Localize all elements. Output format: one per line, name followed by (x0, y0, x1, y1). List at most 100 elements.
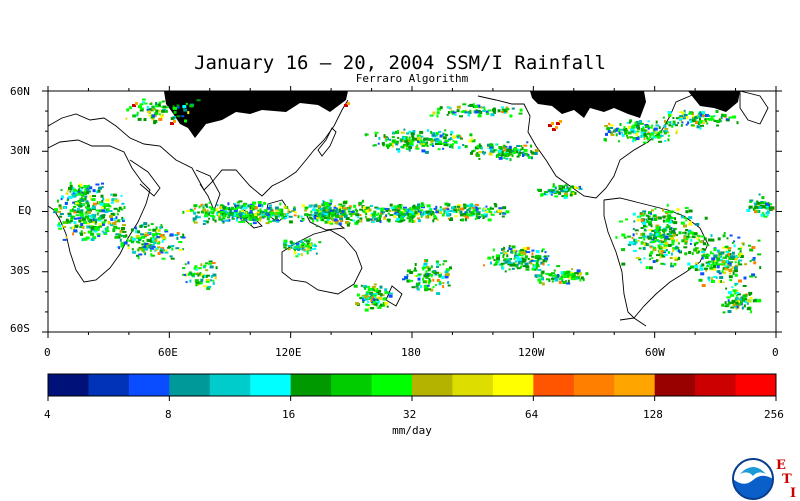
rain-pixel (566, 185, 569, 189)
rain-pixel (552, 128, 556, 131)
rain-pixel (738, 263, 743, 266)
rain-pixel (701, 284, 706, 287)
rain-pixel (427, 268, 431, 272)
rain-pixel (208, 260, 213, 263)
rain-pixel (626, 134, 628, 137)
rain-pixel (748, 244, 751, 247)
rain-pixel (494, 262, 498, 266)
rain-pixel (137, 237, 142, 241)
rain-pixel (436, 262, 439, 266)
rain-pixel (531, 267, 535, 271)
rain-pixel (423, 137, 428, 141)
rain-pixel (365, 206, 370, 209)
rain-pixel (725, 287, 728, 290)
rain-pixel (377, 293, 380, 295)
rain-pixel (326, 217, 331, 220)
rain-pixel (414, 275, 417, 277)
rain-pixel (358, 201, 363, 205)
colorbar-tick-128: 128 (643, 408, 663, 421)
rain-pixel (684, 241, 688, 245)
rain-pixel (548, 278, 551, 282)
rain-pixel (433, 216, 437, 219)
rain-pixel (490, 113, 495, 117)
rain-pixel (80, 218, 84, 222)
rain-pixel (81, 217, 86, 221)
rain-pixel (459, 207, 464, 211)
rain-pixel (414, 263, 417, 266)
coastline-new-zealand (385, 285, 403, 307)
rain-pixel (678, 249, 680, 253)
rain-pixel (144, 245, 148, 249)
rain-pixel (672, 117, 675, 119)
rain-pixel (712, 275, 717, 278)
rain-pixel (494, 204, 498, 208)
rain-pixel (89, 186, 93, 190)
rain-pixel (411, 219, 415, 223)
rain-pixel (535, 261, 539, 265)
rain-pixel (634, 238, 637, 242)
rain-pixel (78, 190, 83, 194)
rain-pixel (196, 216, 201, 219)
rain-pixel (374, 287, 377, 290)
rain-pixel (428, 279, 432, 283)
rain-pixel (463, 205, 467, 208)
rain-pixel (171, 247, 174, 251)
rain-pixel (563, 274, 568, 278)
rain-pixel (367, 300, 370, 303)
rain-pixel (93, 229, 98, 233)
rain-pixel (417, 137, 422, 141)
colorbar-swatch (48, 374, 89, 396)
rain-pixel (705, 118, 709, 120)
rain-pixel (477, 216, 481, 220)
rain-pixel (293, 211, 297, 214)
rain-pixel (726, 237, 729, 240)
rain-pixel (466, 205, 469, 207)
rain-pixel (269, 215, 272, 218)
rain-pixel (308, 246, 312, 249)
rain-pixel (648, 126, 653, 129)
rain-pixel (555, 126, 558, 129)
rain-pixel (636, 130, 640, 133)
rain-pixel (493, 149, 496, 152)
rain-pixel (143, 118, 147, 121)
rain-pixel (371, 220, 376, 223)
rain-pixel (508, 268, 511, 271)
rain-pixel (95, 209, 99, 212)
rain-pixel (234, 210, 237, 214)
rain-pixel (719, 255, 722, 258)
rain-pixel (146, 109, 151, 111)
rain-pixel (149, 108, 154, 111)
rain-pixel (552, 185, 556, 188)
rain-pixel (370, 307, 375, 309)
rain-pixel (743, 304, 746, 308)
rain-pixel (400, 212, 405, 216)
rain-pixel (426, 280, 428, 284)
rain-pixel (474, 206, 478, 209)
rain-pixel (662, 208, 664, 212)
rain-pixel (640, 134, 643, 138)
rain-pixel (210, 210, 214, 214)
rain-pixel (212, 218, 215, 221)
rain-pixel (82, 216, 85, 219)
rain-pixel (425, 215, 429, 219)
rain-pixel (749, 201, 753, 203)
rain-pixel (377, 212, 380, 216)
rain-pixel (210, 208, 215, 210)
rain-pixel (339, 208, 341, 212)
rain-pixel (534, 274, 539, 278)
rain-pixel (391, 141, 395, 145)
rain-pixel (243, 213, 245, 216)
rain-pixel (688, 267, 690, 271)
rain-pixel (485, 213, 488, 217)
rain-pixel (524, 255, 528, 259)
rain-pixel (80, 198, 85, 202)
rain-pixel (749, 199, 754, 202)
rain-pixel (79, 213, 84, 217)
rain-pixel (365, 291, 370, 294)
rain-pixel (716, 257, 721, 261)
rain-pixel (475, 207, 479, 211)
rain-pixel (155, 232, 158, 236)
rain-pixel (621, 233, 626, 237)
rain-pixel (604, 125, 609, 127)
rain-pixel (62, 221, 66, 225)
